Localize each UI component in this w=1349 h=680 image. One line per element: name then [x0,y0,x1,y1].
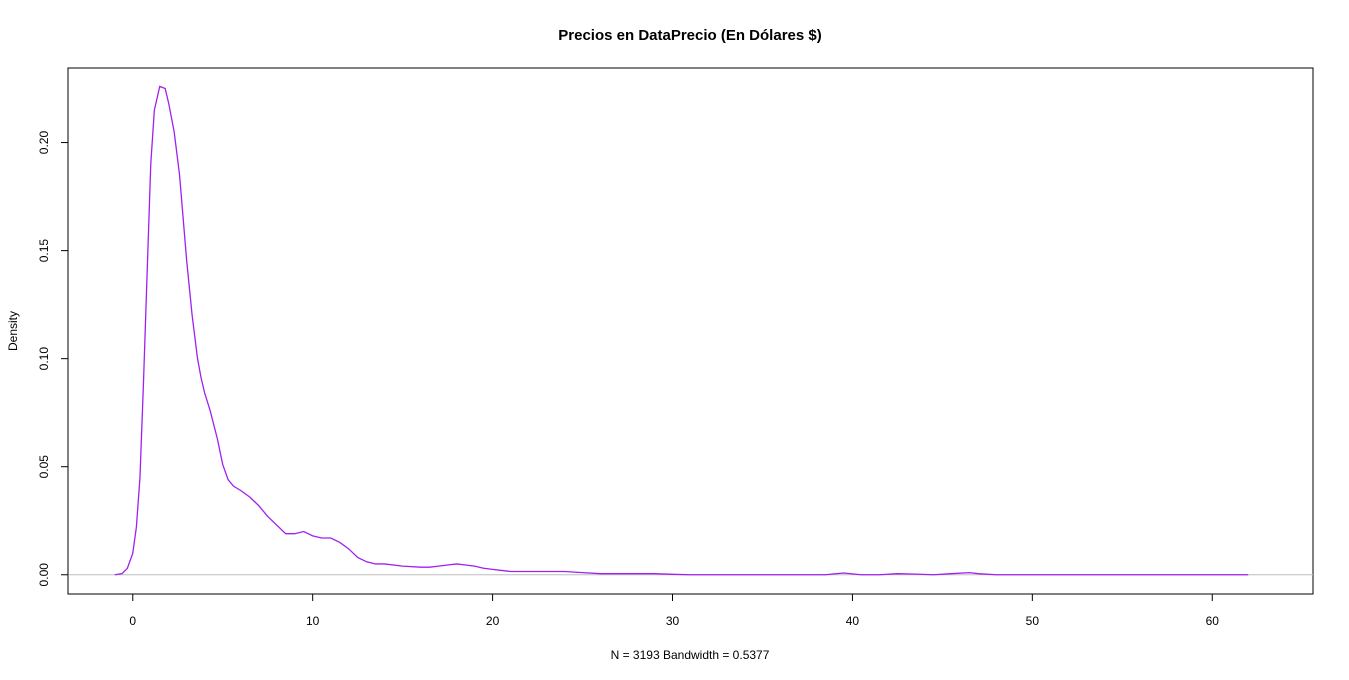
y-axis-label: Density [6,311,20,351]
x-tick-label: 10 [306,614,320,628]
y-axis: 0.00 0.05 0.10 0.15 0.20 [37,131,69,587]
x-tick-label: 20 [486,614,500,628]
chart-title: Precios en DataPrecio (En Dólares $) [558,27,821,44]
y-tick-label: 0.05 [37,455,51,479]
x-tick-label: 40 [846,614,860,628]
x-tick-label: 0 [129,614,136,628]
y-tick-label: 0.00 [37,563,51,587]
x-tick-label: 60 [1206,614,1220,628]
y-tick-label: 0.15 [37,239,51,263]
x-tick-label: 50 [1026,614,1040,628]
x-axis: 0 10 20 30 40 50 60 [129,593,1220,628]
x-axis-label: N = 3193 Bandwidth = 0.5377 [611,648,770,662]
x-tick-label: 30 [666,614,680,628]
plot-frame [67,67,1314,595]
y-tick-label: 0.10 [37,347,51,371]
density-curve [114,85,1249,576]
y-tick-label: 0.20 [37,131,51,155]
